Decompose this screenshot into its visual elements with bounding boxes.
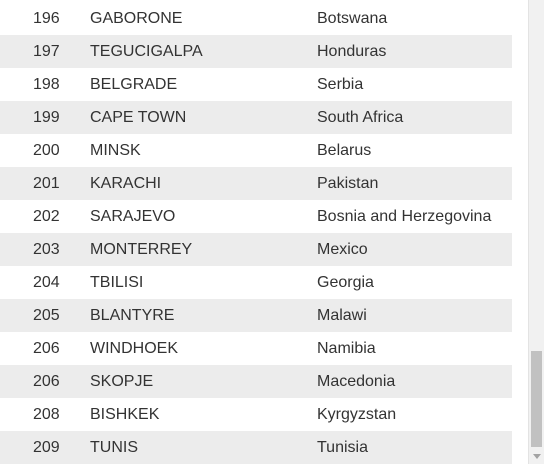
country-cell: Pakistan [317, 175, 379, 192]
table-row: 205 BLANTYRE Malawi [0, 299, 512, 332]
table-row: 201 KARACHI Pakistan [0, 167, 512, 200]
rank-cell: 198 [33, 76, 60, 93]
rank-cell: 204 [33, 274, 60, 291]
chevron-down-icon [533, 453, 541, 459]
country-cell: Honduras [317, 43, 387, 60]
country-cell: Tunisia [317, 439, 368, 456]
table-row: 206 SKOPJE Macedonia [0, 365, 512, 398]
rank-cell: 209 [33, 439, 60, 456]
table-row: 204 TBILISI Georgia [0, 266, 512, 299]
country-cell: Bosnia and Herzegovina [317, 208, 492, 225]
city-ranking-table: 196 GABORONE Botswana 197 TEGUCIGALPA Ho… [0, 2, 512, 464]
rank-cell: 203 [33, 241, 60, 258]
city-cell: MINSK [90, 142, 141, 159]
city-cell: GABORONE [90, 10, 183, 27]
rank-cell: 199 [33, 109, 60, 126]
city-cell: MONTERREY [90, 241, 193, 258]
table-row: 196 GABORONE Botswana [0, 2, 512, 35]
rank-cell: 197 [33, 43, 60, 60]
city-cell: SARAJEVO [90, 208, 176, 225]
country-cell: Georgia [317, 274, 374, 291]
table-row: 208 BISHKEK Kyrgyzstan [0, 398, 512, 431]
city-cell: BLANTYRE [90, 307, 175, 324]
country-cell: Namibia [317, 340, 376, 357]
rank-cell: 206 [33, 340, 60, 357]
country-cell: Mexico [317, 241, 368, 258]
country-cell: Botswana [317, 10, 388, 27]
table-row: 198 BELGRADE Serbia [0, 68, 512, 101]
country-cell: South Africa [317, 109, 404, 126]
table-row: 202 SARAJEVO Bosnia and Herzegovina [0, 200, 512, 233]
city-cell: TEGUCIGALPA [90, 43, 203, 60]
rank-cell: 200 [33, 142, 60, 159]
scrollbar-thumb[interactable] [531, 351, 542, 447]
rank-cell: 202 [33, 208, 60, 225]
table-row: 203 MONTERREY Mexico [0, 233, 512, 266]
country-cell: Belarus [317, 142, 372, 159]
rank-cell: 205 [33, 307, 60, 324]
rank-cell: 196 [33, 10, 60, 27]
city-cell: BISHKEK [90, 406, 160, 423]
scroll-down-button[interactable] [529, 450, 545, 462]
country-cell: Macedonia [317, 373, 396, 390]
country-cell: Kyrgyzstan [317, 406, 397, 423]
city-cell: SKOPJE [90, 373, 154, 390]
city-cell: BELGRADE [90, 76, 178, 93]
city-cell: CAPE TOWN [90, 109, 187, 126]
rank-cell: 208 [33, 406, 60, 423]
city-cell: KARACHI [90, 175, 162, 192]
country-cell: Serbia [317, 76, 364, 93]
rank-cell: 201 [33, 175, 60, 192]
city-cell: WINDHOEK [90, 340, 178, 357]
vertical-scrollbar[interactable] [528, 0, 544, 464]
table-row: 209 TUNIS Tunisia [0, 431, 512, 464]
table-row: 199 CAPE TOWN South Africa [0, 101, 512, 134]
city-cell: TUNIS [90, 439, 138, 456]
table-row: 200 MINSK Belarus [0, 134, 512, 167]
table-row: 206 WINDHOEK Namibia [0, 332, 512, 365]
city-cell: TBILISI [90, 274, 144, 291]
country-cell: Malawi [317, 307, 367, 324]
table-row: 197 TEGUCIGALPA Honduras [0, 35, 512, 68]
rank-cell: 206 [33, 373, 60, 390]
